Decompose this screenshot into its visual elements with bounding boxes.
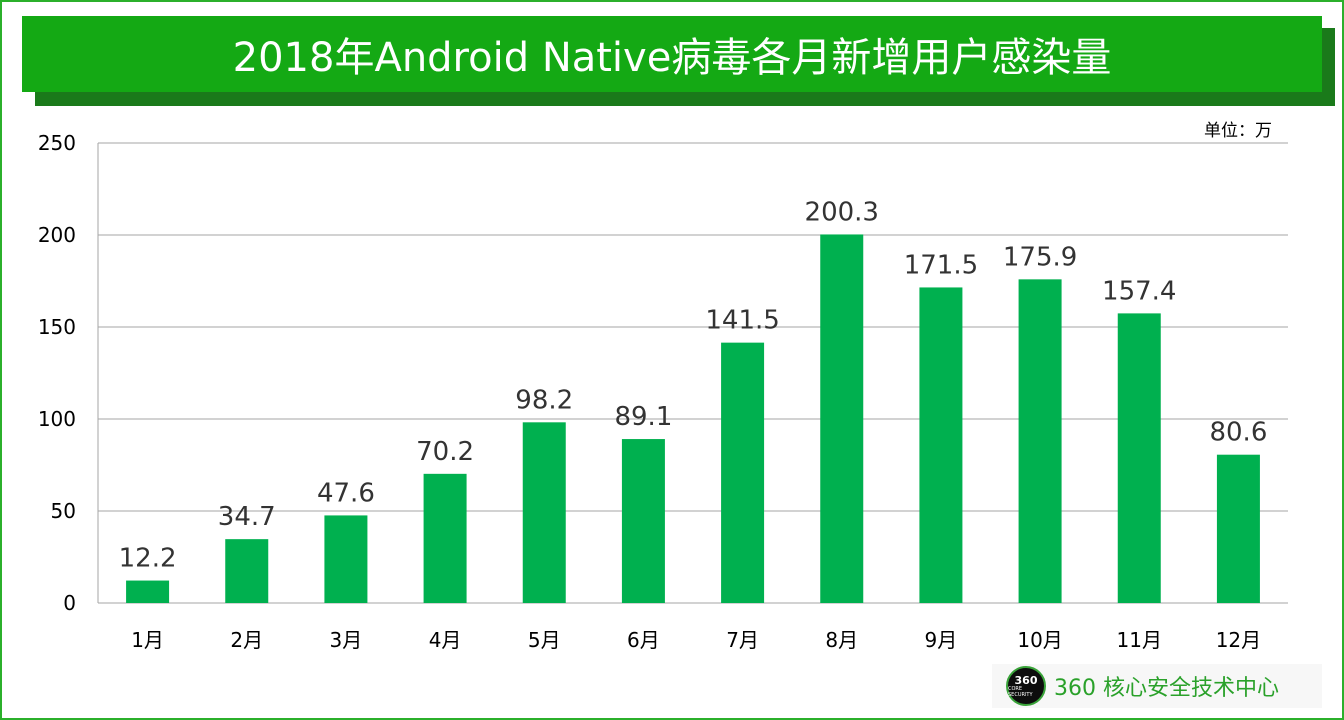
bar	[820, 234, 864, 603]
data-label: 34.7	[218, 502, 276, 532]
x-tick-label: 9月	[925, 628, 958, 652]
data-label: 47.6	[317, 478, 375, 508]
x-tick-label: 5月	[528, 628, 561, 652]
y-tick-label: 250	[38, 131, 76, 155]
bar	[1117, 313, 1161, 603]
logo-mark-number: 360	[1014, 673, 1038, 687]
logo-mark-sub: CORE SECURITY	[1008, 685, 1033, 698]
bar	[126, 580, 170, 603]
x-tick-label: 6月	[627, 628, 660, 652]
bar	[423, 473, 467, 603]
x-tick-label: 2月	[230, 628, 263, 652]
x-axis-ticks: 1月 2月 3月 4月 5月 6月 7月 8月 9月 10月 11月 12月	[131, 628, 1261, 652]
bar	[324, 515, 368, 603]
unit-label: 单位：万	[1204, 121, 1272, 141]
x-tick-label: 12月	[1216, 628, 1261, 652]
title-bar: 2018年Android Native病毒各月新增用户感染量	[22, 16, 1322, 92]
bar	[1216, 454, 1260, 603]
y-tick-label: 100	[38, 407, 76, 431]
data-label: 175.9	[1003, 242, 1077, 272]
grid-lines	[97, 142, 1288, 604]
x-tick-label: 10月	[1017, 628, 1062, 652]
x-tick-label: 11月	[1117, 628, 1162, 652]
data-labels: 12.2 34.7 47.6 70.2 98.2 89.1 141.5 200.3 171.5 1…	[119, 197, 1268, 573]
data-label: 80.6	[1209, 418, 1267, 448]
bar	[1018, 279, 1062, 603]
data-label: 171.5	[904, 250, 978, 280]
bar	[721, 342, 765, 603]
brand-text: 360 核心安全技术中心	[1054, 676, 1279, 701]
data-label: 157.4	[1102, 276, 1176, 306]
x-tick-label: 1月	[131, 628, 164, 652]
360-logo-icon: 360 CORE SECURITY	[1006, 666, 1046, 706]
data-label: 12.2	[119, 544, 177, 574]
bar	[919, 287, 963, 603]
data-label: 200.3	[805, 197, 879, 227]
x-tick-label: 7月	[726, 628, 759, 652]
x-tick-label: 8月	[825, 628, 858, 652]
bar	[621, 439, 665, 603]
bars	[126, 234, 1260, 603]
brand-logo: 360 CORE SECURITY 360 核心安全技术中心	[992, 664, 1322, 708]
y-tick-label: 50	[51, 499, 76, 523]
y-tick-label: 0	[63, 591, 76, 615]
bar	[225, 539, 269, 603]
y-tick-label: 200	[38, 223, 76, 247]
chart-title: 2018年Android Native病毒各月新增用户感染量	[232, 35, 1112, 81]
x-tick-label: 3月	[330, 628, 363, 652]
data-label: 70.2	[416, 437, 474, 467]
data-label: 141.5	[705, 306, 779, 336]
x-tick-label: 4月	[429, 628, 462, 652]
y-tick-label: 150	[38, 315, 76, 339]
data-label: 89.1	[614, 402, 672, 432]
data-label: 98.2	[515, 385, 573, 415]
bar	[522, 422, 566, 603]
y-axis-ticks: 0 50 100 150 200 250	[38, 131, 76, 615]
